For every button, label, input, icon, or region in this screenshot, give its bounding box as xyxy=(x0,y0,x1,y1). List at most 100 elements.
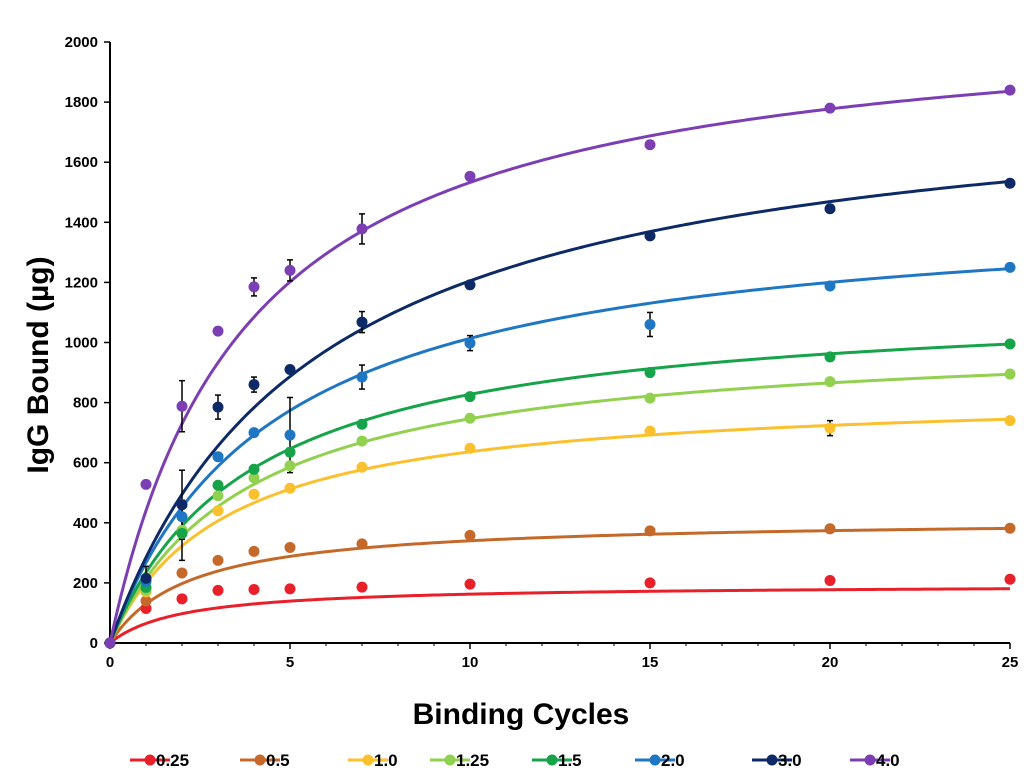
fit-curve-1.25 xyxy=(108,372,1011,644)
y-tick-label: 1200 xyxy=(65,274,98,291)
fit-curve-4.0 xyxy=(108,89,1011,644)
data-point-0.25 xyxy=(212,584,224,596)
legend-label-3.0: 3.0 xyxy=(778,751,802,770)
fit-curve-1.5 xyxy=(108,342,1011,644)
data-point-0.5 xyxy=(248,545,260,557)
y-tick-label: 200 xyxy=(73,575,98,592)
data-point-0.25 xyxy=(644,577,656,589)
data-point-0.5 xyxy=(356,538,368,550)
data-point-1.25 xyxy=(284,460,296,472)
y-tick-label: 1000 xyxy=(65,335,98,352)
fit-curve-3.0 xyxy=(108,179,1011,644)
legend-label-1.0: 1.0 xyxy=(374,751,398,770)
data-point-0.5 xyxy=(212,554,224,566)
x-tick-label: 15 xyxy=(642,654,659,671)
data-point-1.0 xyxy=(248,488,260,500)
data-point-3.0 xyxy=(464,279,476,291)
legend-marker-1.0 xyxy=(362,754,374,766)
data-point-1.5 xyxy=(464,391,476,403)
data-point-1.5 xyxy=(176,527,188,539)
data-point-0.25 xyxy=(1004,573,1016,585)
data-point-1.0 xyxy=(212,505,224,517)
data-point-4.0 xyxy=(212,325,224,337)
legend-marker-1.25 xyxy=(444,754,456,766)
y-tick-label: 1400 xyxy=(65,214,98,231)
axes: 0 200 400 600 800 1000 1200 1400 1600 1800 2000 0 5 1… xyxy=(65,34,1019,671)
data-point-3.0 xyxy=(212,401,224,413)
y-tick-label: 1800 xyxy=(65,94,98,111)
legend-label-1.25: 1.25 xyxy=(456,751,489,770)
data-point-2.0 xyxy=(248,427,260,439)
data-point-1.5 xyxy=(284,446,296,458)
x-tick-label: 0 xyxy=(106,654,114,671)
x-tick-label: 5 xyxy=(286,654,294,671)
x-tick-label: 20 xyxy=(822,654,839,671)
data-point-1.0 xyxy=(644,425,656,437)
data-point-4.0 xyxy=(644,139,656,151)
y-tick-label: 600 xyxy=(73,455,98,472)
x-tick-label: 10 xyxy=(462,654,479,671)
data-point-3.0 xyxy=(176,499,188,511)
y-tick-label: 2000 xyxy=(65,34,98,51)
data-point-1.25 xyxy=(644,392,656,404)
data-point-4.0 xyxy=(176,400,188,412)
data-point-1.5 xyxy=(1004,338,1016,350)
data-point-0.25 xyxy=(284,583,296,595)
data-point-0.25 xyxy=(356,581,368,593)
data-point-1.0 xyxy=(1004,415,1016,427)
legend: 0.25 0.5 1.0 1.25 1.5 2.0 3.0 4.0 xyxy=(130,751,900,770)
legend-label-2.0: 2.0 xyxy=(661,751,685,770)
data-point-1.5 xyxy=(356,418,368,430)
legend-marker-3.0 xyxy=(766,754,778,766)
y-tick-label: 800 xyxy=(73,395,98,412)
data-point-0.5 xyxy=(284,541,296,553)
data-point-0.25 xyxy=(824,574,836,586)
data-point-1.25 xyxy=(248,472,260,484)
data-point-4.0 xyxy=(464,170,476,182)
x-axis-title: Binding Cycles xyxy=(413,698,630,731)
legend-marker-4.0 xyxy=(864,754,876,766)
data-point-1.25 xyxy=(356,435,368,447)
data-point-3.0 xyxy=(284,364,296,376)
y-axis-title: IgG Bound (µg) xyxy=(22,256,55,473)
data-point-2.0 xyxy=(824,280,836,292)
fit-curve-0.25 xyxy=(109,587,1011,645)
legend-label-1.5: 1.5 xyxy=(558,751,582,770)
data-point-4.0 xyxy=(284,264,296,276)
data-point-3.0 xyxy=(356,316,368,328)
legend-label-4.0: 4.0 xyxy=(876,751,900,770)
fit-curves xyxy=(108,89,1011,645)
data-point-0.25 xyxy=(176,593,188,605)
data-point-0.5 xyxy=(824,523,836,535)
data-point-1.25 xyxy=(464,412,476,424)
data-point-1.5 xyxy=(644,367,656,379)
data-point-1.0 xyxy=(356,461,368,473)
data-point-0.5 xyxy=(1004,522,1016,534)
data-point-2.0 xyxy=(464,337,476,349)
data-point-2.0 xyxy=(1004,261,1016,273)
data-point-2.0 xyxy=(644,318,656,330)
data-point-1.0 xyxy=(284,482,296,494)
data-point-1.5 xyxy=(212,479,224,491)
data-point-0.5 xyxy=(464,529,476,541)
legend-label-0.5: 0.5 xyxy=(266,751,290,770)
data-point-4.0 xyxy=(1004,84,1016,96)
legend-marker-0.25 xyxy=(144,754,156,766)
data-point-0.25 xyxy=(464,578,476,590)
data-point-3.0 xyxy=(644,230,656,242)
fit-curve-0.5 xyxy=(108,526,1011,644)
y-tick-label: 400 xyxy=(73,515,98,532)
y-tick-label: 1600 xyxy=(65,154,98,171)
data-point-1.5 xyxy=(248,463,260,475)
legend-label-0.25: 0.25 xyxy=(156,751,189,770)
y-tick-label: 0 xyxy=(90,635,98,652)
data-point-4.0 xyxy=(824,102,836,114)
fit-curve-2.0 xyxy=(108,267,1011,644)
data-points xyxy=(104,84,1016,649)
data-point-0.5 xyxy=(644,525,656,537)
data-point-2.0 xyxy=(284,429,296,441)
legend-marker-1.5 xyxy=(546,754,558,766)
data-point-3.0 xyxy=(140,572,152,584)
